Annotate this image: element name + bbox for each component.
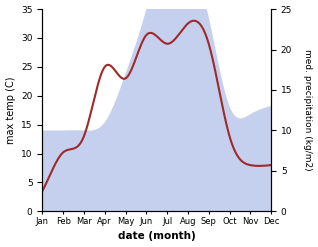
X-axis label: date (month): date (month): [118, 231, 196, 242]
Y-axis label: max temp (C): max temp (C): [5, 76, 16, 144]
Y-axis label: med. precipitation (kg/m2): med. precipitation (kg/m2): [303, 49, 313, 171]
